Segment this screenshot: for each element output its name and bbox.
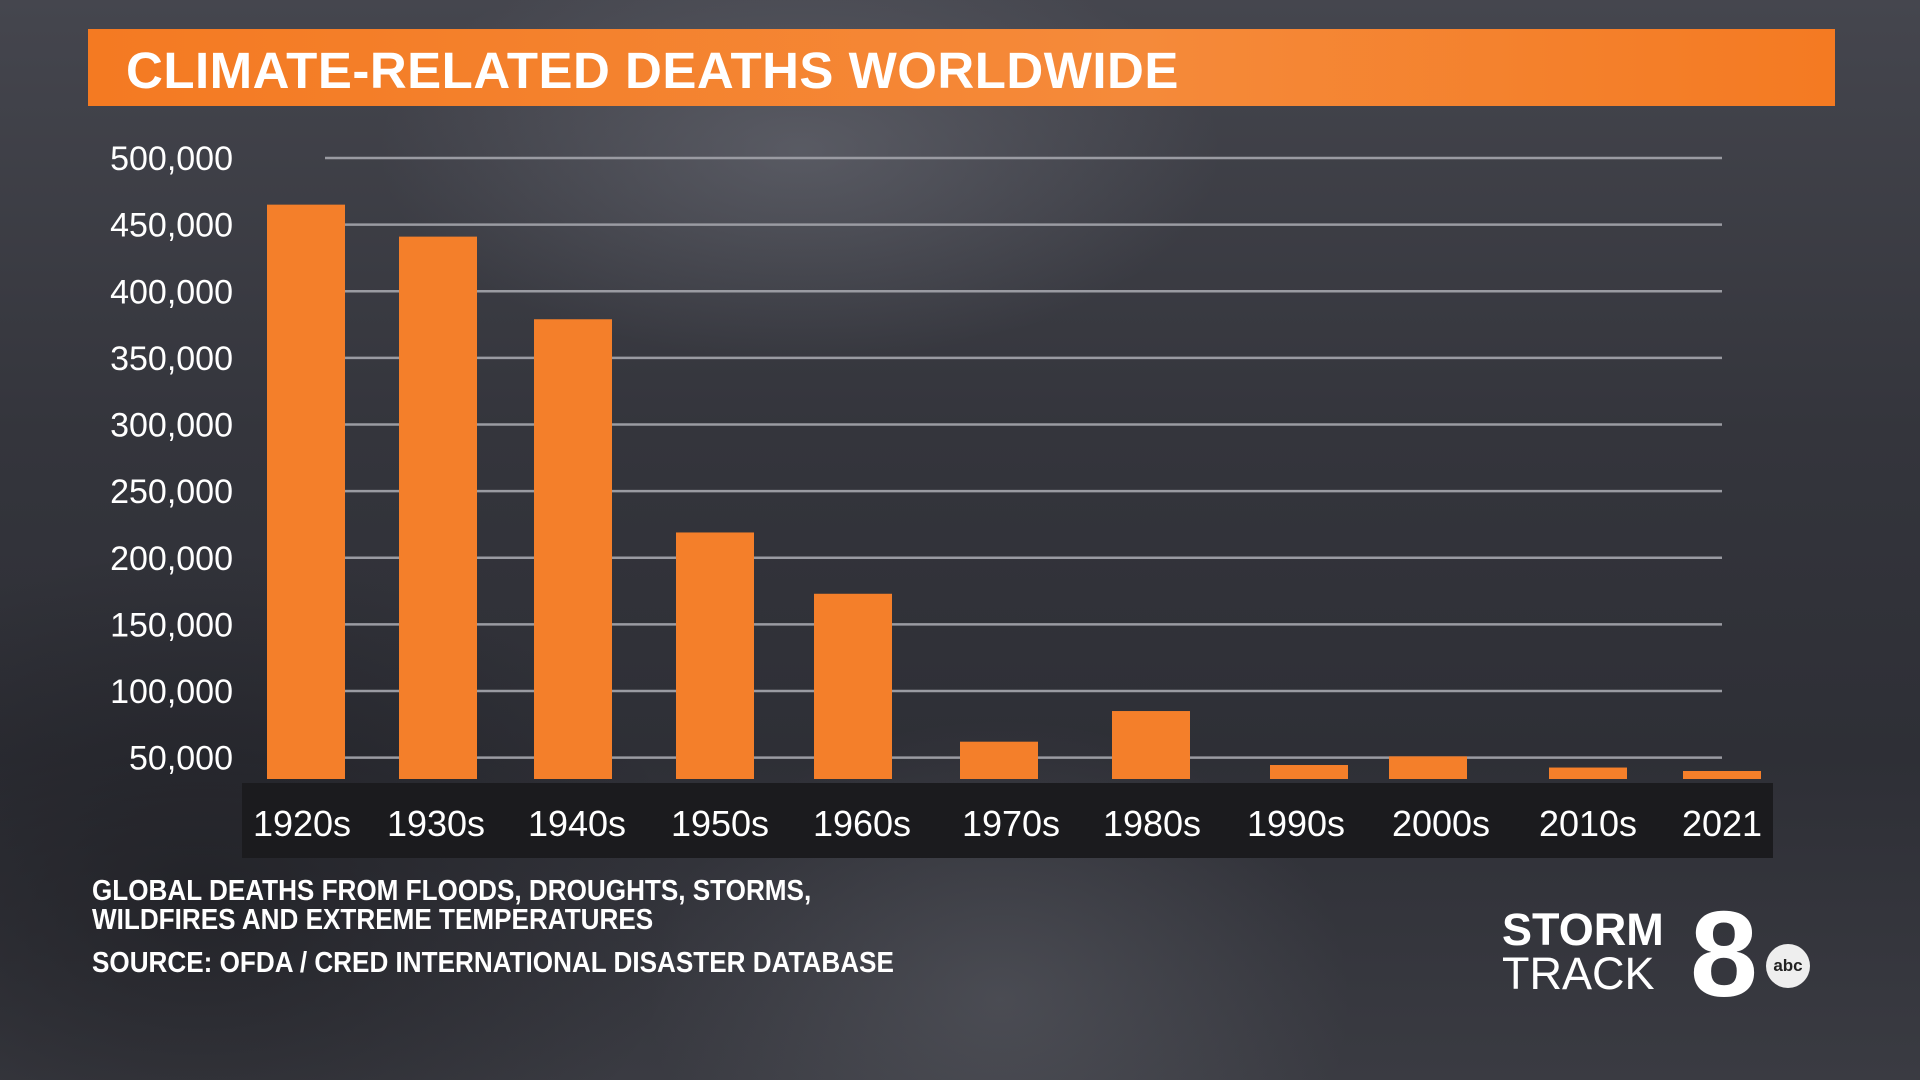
x-tick-label: 1930s: [387, 803, 485, 844]
y-tick-label: 50,000: [129, 740, 233, 778]
abc-logo-icon: abc: [1766, 944, 1810, 988]
note-line-1: GLOBAL DEATHS FROM FLOODS, DROUGHTS, STO…: [92, 875, 812, 907]
bar-2021: [1683, 771, 1761, 779]
bar-1930s: [399, 236, 477, 780]
y-tick-label: 450,000: [110, 207, 233, 245]
x-tick-label: 1960s: [813, 803, 911, 844]
chart-notes: GLOBAL DEATHS FROM FLOODS, DROUGHTS, STO…: [92, 877, 894, 978]
y-tick-label: 200,000: [110, 540, 233, 578]
logo-word-storm: STORM: [1502, 904, 1664, 955]
y-tick-label: 100,000: [110, 673, 233, 711]
x-tick-label: 1990s: [1247, 803, 1345, 844]
y-tick-label: 250,000: [110, 473, 233, 511]
x-tick-label: 1920s: [253, 803, 351, 844]
chart-title: CLIMATE-RELATED DEATHS WORLDWIDE: [126, 42, 1179, 99]
y-tick-label: 350,000: [110, 340, 233, 378]
logo-number: 8: [1690, 886, 1758, 1022]
bar-1980s: [1112, 711, 1190, 779]
bar-1940s: [534, 319, 612, 779]
y-tick-label: 150,000: [110, 606, 233, 644]
category-band: [242, 783, 1773, 858]
y-tick-label: 500,000: [110, 140, 233, 178]
bar-2000s: [1389, 756, 1467, 779]
note-line-2: WILDFIRES AND EXTREME TEMPERATURES: [92, 904, 654, 936]
bar-1950s: [676, 532, 754, 779]
bar-1960s: [814, 593, 892, 779]
x-tick-label: 1980s: [1103, 803, 1201, 844]
x-tick-label: 1950s: [671, 803, 769, 844]
x-tick-label: 2010s: [1539, 803, 1637, 844]
source-note: SOURCE: OFDA / CRED INTERNATIONAL DISAST…: [92, 947, 894, 979]
storm-track-8-logo: STORM TRACK 8 abc: [1500, 893, 1820, 1015]
x-tick-label: 2000s: [1392, 803, 1490, 844]
bar-1990s: [1270, 765, 1348, 779]
x-tick-label: 1970s: [962, 803, 1060, 844]
x-tick-label: 1940s: [528, 803, 626, 844]
bar-1970s: [960, 741, 1038, 779]
y-tick-label: 300,000: [110, 407, 233, 445]
logo-word-track: TRACK: [1502, 948, 1655, 999]
bar-2010s: [1549, 767, 1627, 779]
x-tick-label: 2021: [1682, 803, 1762, 844]
title-banner: CLIMATE-RELATED DEATHS WORLDWIDE: [88, 29, 1835, 106]
bar-1920s: [267, 204, 345, 780]
y-tick-label: 400,000: [110, 273, 233, 311]
